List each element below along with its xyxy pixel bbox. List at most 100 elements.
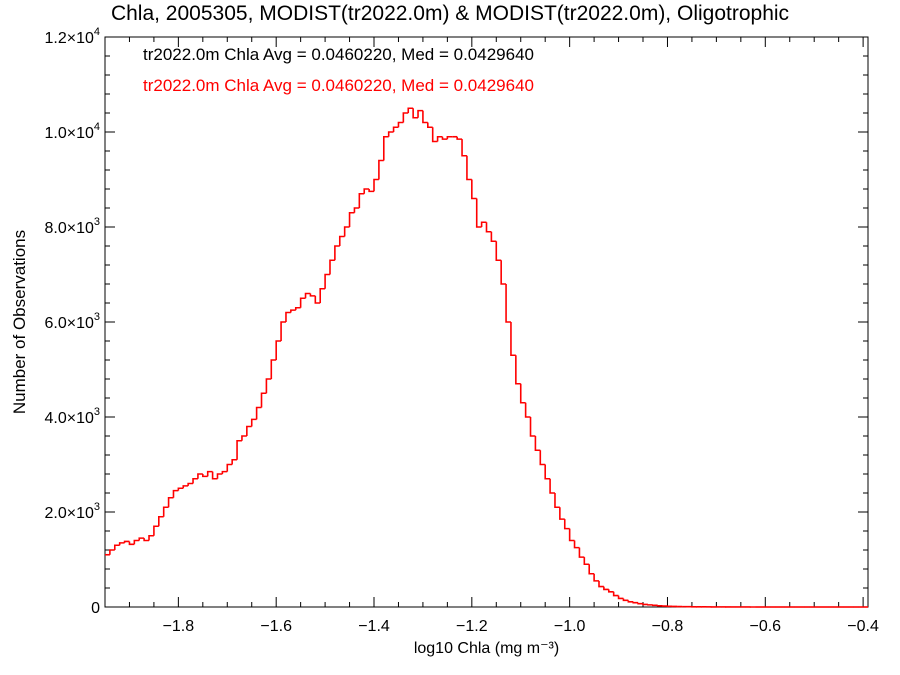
- histogram-bin: [519, 383, 526, 404]
- histogram-bin: [299, 297, 306, 308]
- histogram-bin: [563, 519, 570, 530]
- histogram-bin: [250, 418, 257, 427]
- x-tick-label: −1.6: [260, 618, 292, 635]
- histogram-bin: [480, 221, 487, 227]
- histogram-bin: [603, 586, 609, 591]
- histogram-bin: [495, 241, 502, 262]
- histogram-bin: [246, 425, 252, 436]
- histogram-bin: [422, 110, 428, 124]
- histogram-bin: [206, 470, 213, 477]
- histogram-bin: [280, 321, 286, 341]
- histogram-bin: [490, 231, 497, 243]
- y-tick-label: 6.0×103: [44, 311, 100, 332]
- x-tick-label: −0.6: [749, 618, 781, 635]
- histogram-bin: [622, 598, 629, 602]
- histogram-bin: [593, 573, 599, 582]
- histogram-bin: [427, 122, 433, 129]
- histogram-bin: [397, 121, 404, 128]
- histogram-bin: [612, 591, 619, 597]
- histogram-bin: [534, 436, 541, 452]
- histogram-bin: [270, 359, 277, 379]
- histogram-bin: [417, 109, 423, 118]
- histogram-bin: [505, 284, 511, 323]
- histogram-bin: [485, 222, 492, 233]
- histogram-bin: [177, 487, 184, 491]
- axis-ticks: [104, 36, 868, 608]
- histogram-bin: [441, 136, 448, 140]
- histogram-bin: [226, 463, 233, 472]
- histogram-bin: [524, 402, 531, 418]
- histogram-bin: [319, 287, 326, 303]
- histogram-bin: [382, 135, 389, 161]
- x-tick-label: −0.8: [652, 618, 684, 635]
- histogram-bin: [559, 507, 565, 520]
- histogram-bin: [182, 485, 189, 489]
- histogram-bin: [260, 392, 267, 408]
- x-tick-label: −1.2: [456, 618, 488, 635]
- histogram-bin: [368, 189, 375, 193]
- x-tick-label: −1.8: [163, 618, 195, 635]
- histogram-bin: [172, 489, 179, 498]
- histogram-bin: [143, 538, 150, 542]
- histogram-bin: [549, 478, 555, 494]
- histogram-bin: [407, 107, 414, 113]
- histogram-bin: [373, 178, 379, 192]
- y-tick-label: 8.0×103: [44, 216, 100, 237]
- axis-tick-labels: −1.8 −1.6 −1.4 −1.2 −1.0 −0.8 −0.6 −0.4 0 2.0×103…: [44, 26, 879, 635]
- histogram-bin: [431, 127, 438, 143]
- histogram-bin: [290, 309, 296, 313]
- histogram-bin: [632, 601, 639, 604]
- x-tick-label: −1.0: [554, 618, 586, 635]
- histogram-bin: [642, 603, 648, 606]
- annotation-red: tr2022.0m Chla Avg = 0.0460220, Med = 0.…: [143, 76, 534, 95]
- histogram-bin: [515, 355, 521, 385]
- histogram-bin: [192, 477, 198, 484]
- histogram-bin: [607, 589, 614, 593]
- histogram-bin: [329, 259, 335, 275]
- histogram-bin: [338, 235, 345, 246]
- histogram-bin: [402, 112, 409, 123]
- histogram-bin: [358, 192, 365, 208]
- histogram-bin: [583, 557, 590, 566]
- histogram-bin: [275, 340, 282, 360]
- histogram-bin: [138, 537, 145, 541]
- y-axis-label: Number of Observations: [10, 229, 29, 415]
- histogram-bin: [324, 273, 330, 289]
- histogram-bin: [128, 541, 135, 546]
- annotation-black: tr2022.0m Chla Avg = 0.0460220, Med = 0.…: [143, 45, 534, 64]
- y-tick-label: 1.2×104: [44, 26, 100, 47]
- histogram-bin: [255, 406, 262, 420]
- histogram-bin: [588, 564, 595, 575]
- histogram-bin: [162, 506, 169, 517]
- histogram-bin: [529, 417, 536, 437]
- histogram-bin: [241, 435, 247, 441]
- y-tick-label: 4.0×103: [44, 406, 100, 427]
- histogram-bin: [123, 540, 130, 543]
- histogram-bin: [236, 439, 242, 460]
- histogram-bin: [544, 464, 551, 480]
- histogram-bin: [109, 549, 115, 555]
- histogram-bin: [314, 295, 321, 304]
- histogram-bin: [187, 482, 194, 486]
- histogram-bin: [309, 293, 316, 297]
- histogram-bin: [539, 450, 546, 466]
- y-tick-label: 2.0×103: [44, 501, 100, 522]
- histogram-bin: [294, 306, 301, 311]
- y-tick-label: 0: [91, 600, 100, 617]
- histogram-bin: [637, 602, 644, 605]
- histogram-bin: [231, 458, 238, 465]
- x-tick-label: −1.4: [358, 618, 390, 635]
- histogram-bin: [158, 515, 164, 527]
- histogram-bin: [466, 155, 472, 181]
- histogram-bin: [378, 159, 384, 180]
- histogram-bin: [202, 474, 208, 478]
- histogram-bin: [573, 540, 580, 549]
- histogram-bin: [334, 245, 340, 261]
- histogram-bin: [500, 260, 507, 285]
- histogram-bin: [446, 135, 453, 140]
- histogram-bin: [436, 135, 443, 142]
- histogram-bin: [627, 600, 634, 603]
- plot-frame: [104, 36, 869, 608]
- chart-title: Chla, 2005305, MODIST(tr2022.0m) & MODIS…: [110, 2, 790, 25]
- histogram-bin: [148, 534, 154, 541]
